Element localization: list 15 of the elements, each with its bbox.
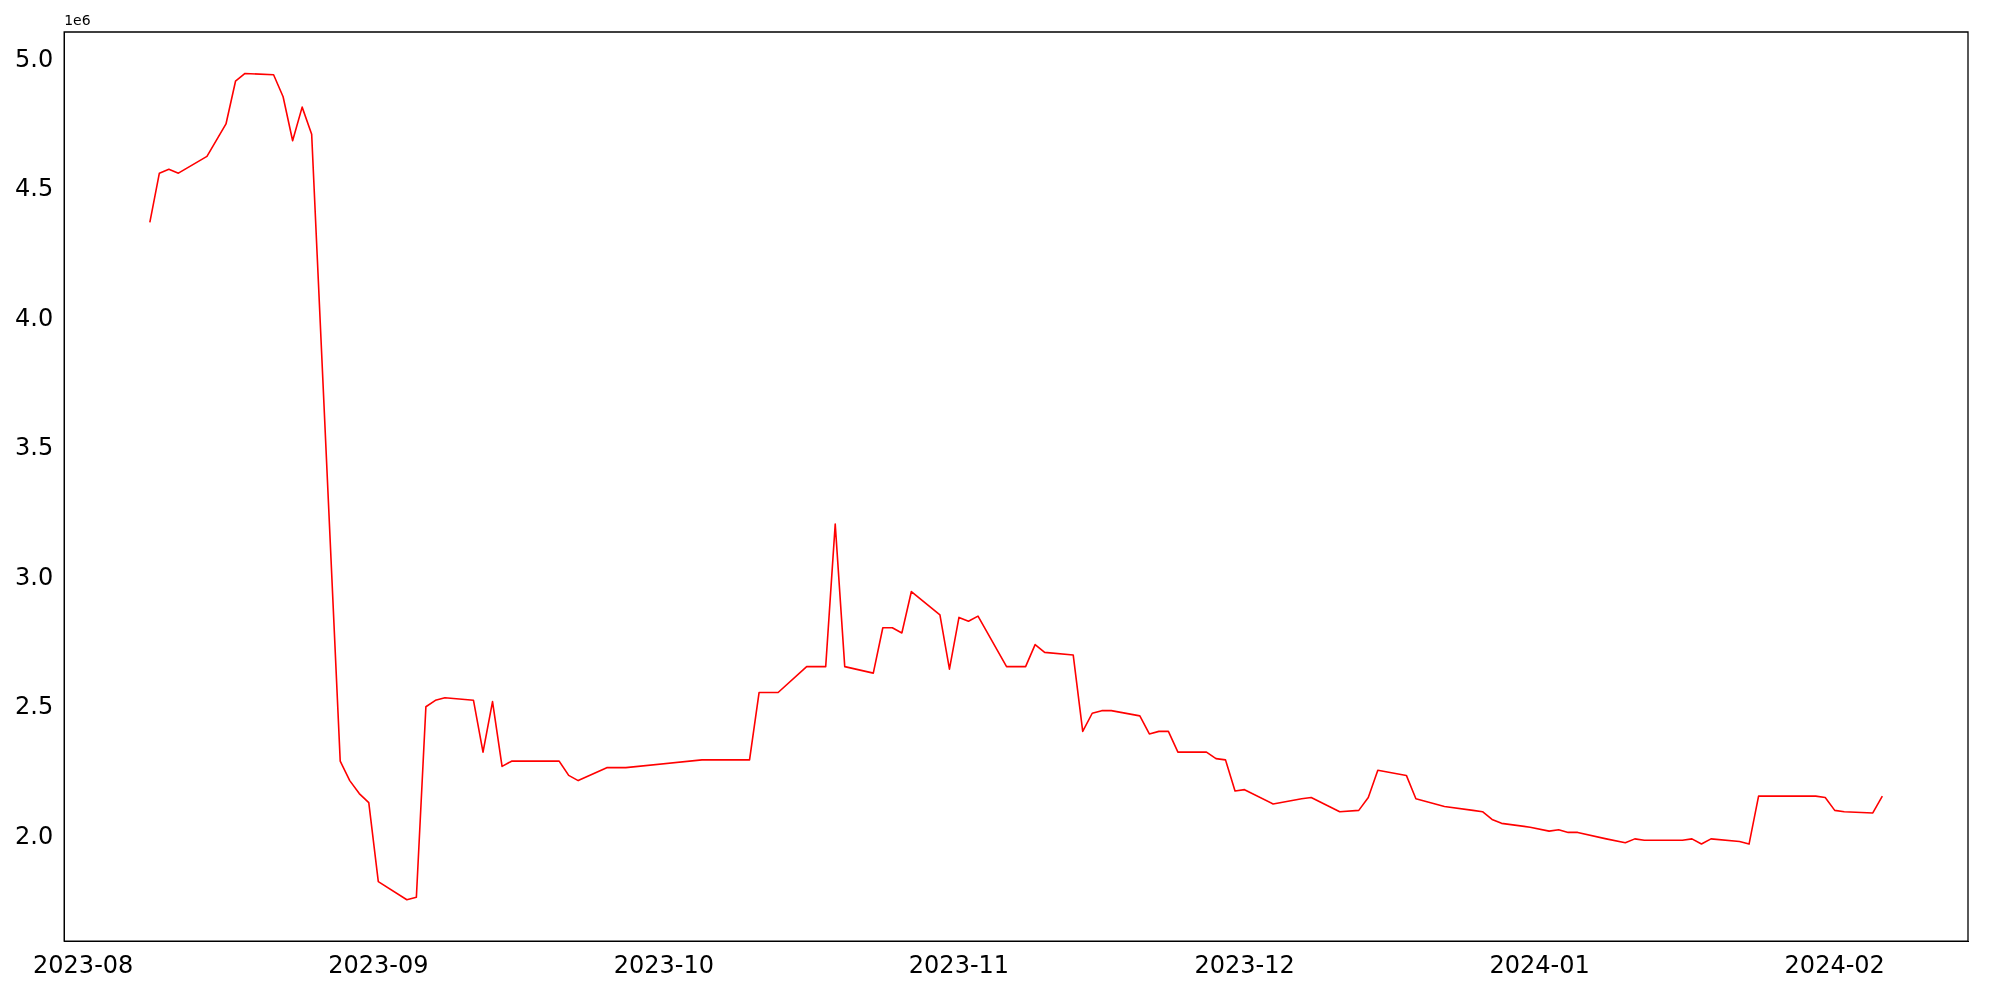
- text: 1e6: [64, 11, 91, 28]
- y-tick-label: 3.0: [15, 562, 54, 591]
- y-tick-label: 2.0: [15, 821, 54, 850]
- x-tick-label: 2023-12: [1194, 950, 1295, 979]
- x-tick-label: 2024-02: [1784, 950, 1885, 979]
- y-tick-label: 4.5: [15, 174, 54, 203]
- y-tick-label: 5.0: [15, 44, 54, 73]
- x-tick-label: 2023-09: [328, 950, 429, 979]
- x-tick-label: 2023-08: [33, 950, 134, 979]
- y-tick-label: 2.5: [15, 692, 54, 721]
- x-tick-label: 2023-10: [613, 950, 715, 979]
- x-tick-label: 2024-01: [1489, 950, 1590, 979]
- x-tick-label: 2023-11: [908, 950, 1010, 979]
- y-tick-label: 3.5: [15, 433, 54, 462]
- y-tick-label: 4.0: [15, 303, 54, 332]
